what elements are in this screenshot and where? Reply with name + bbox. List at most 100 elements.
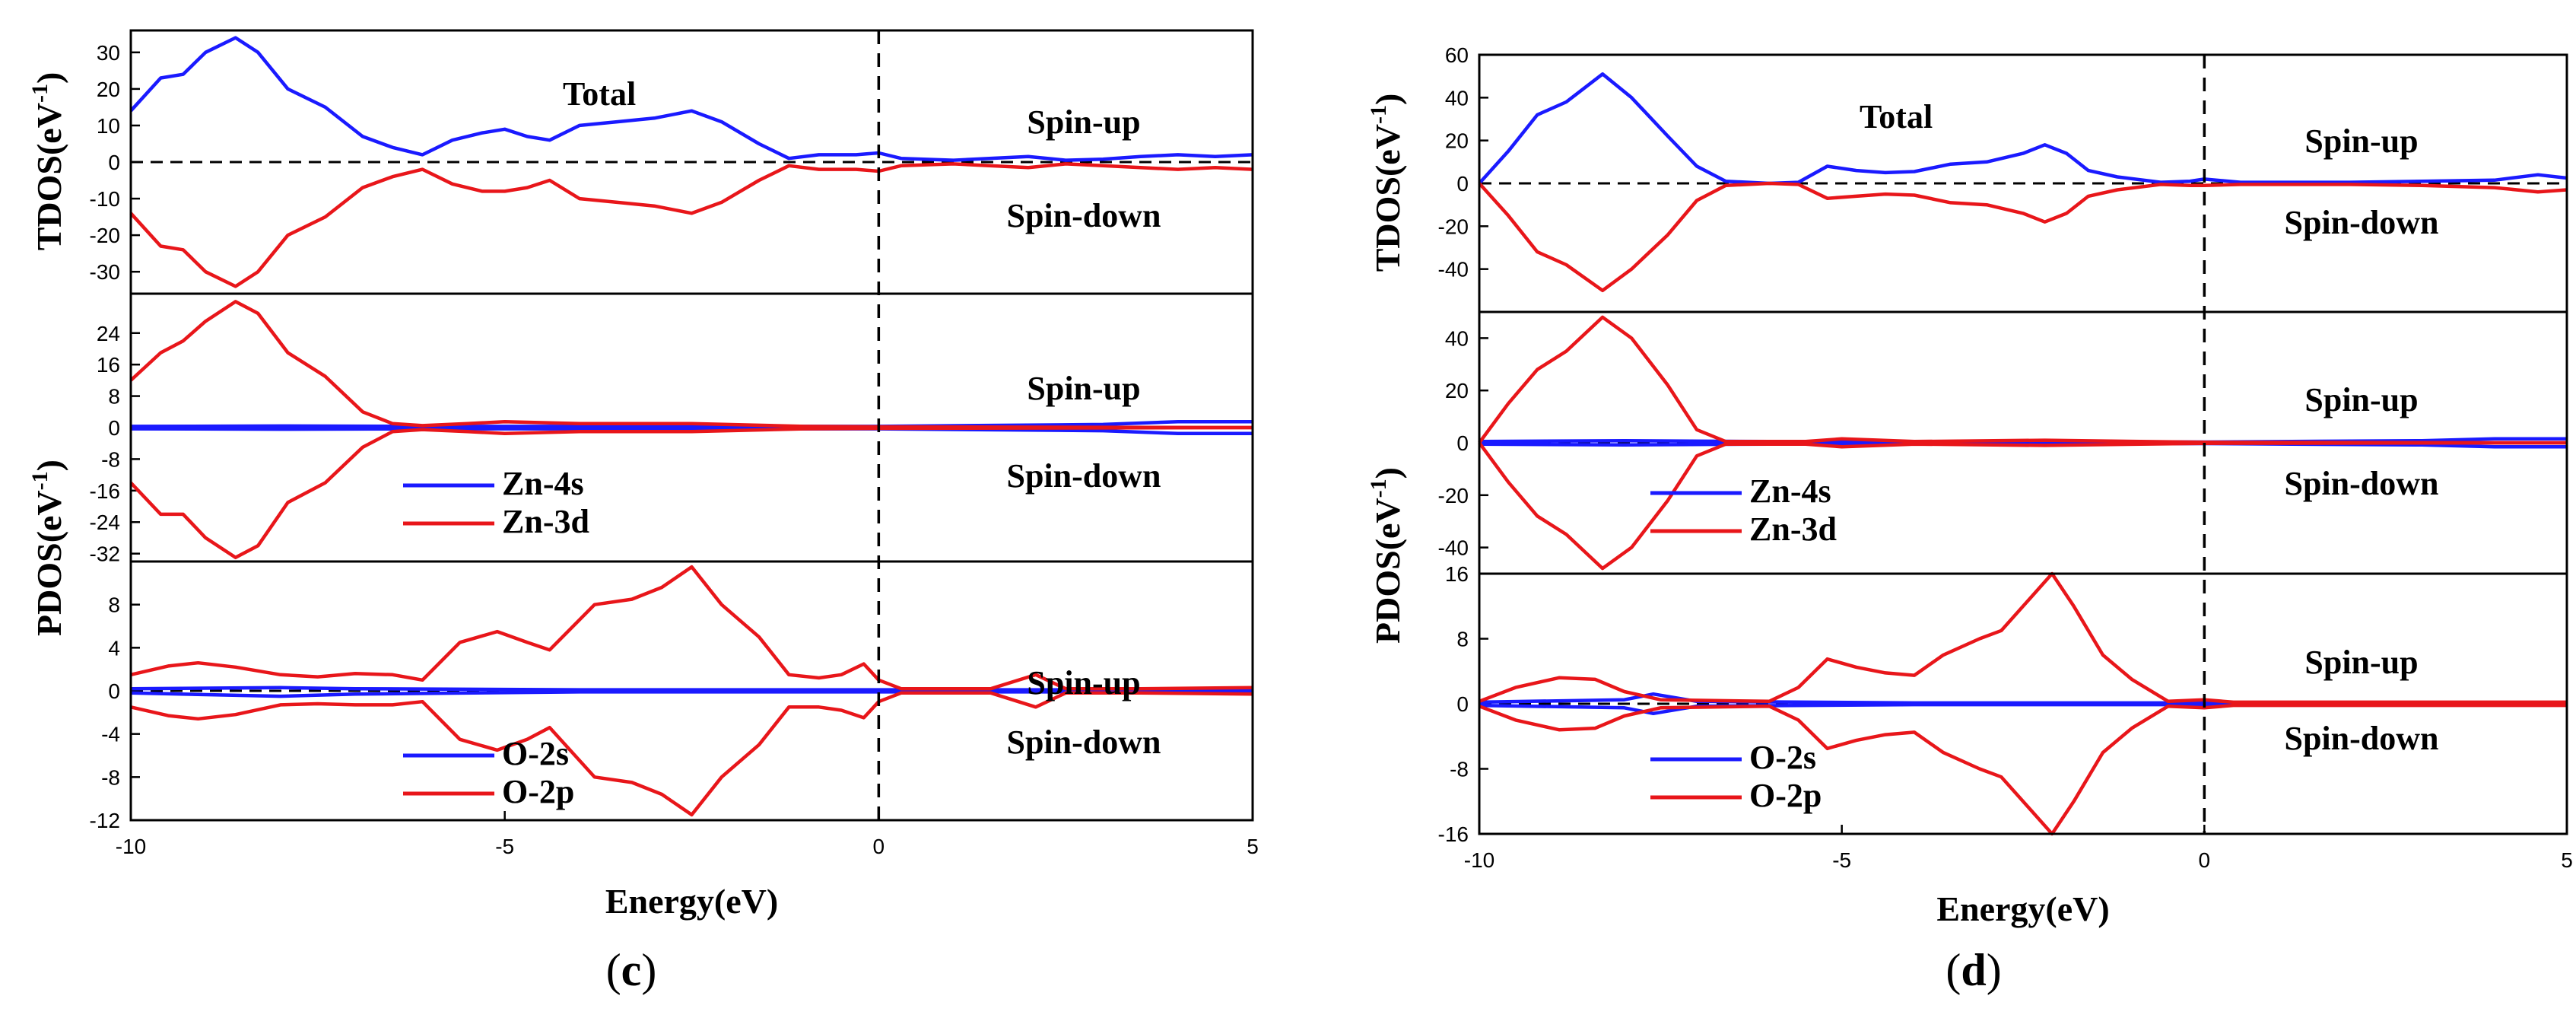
y-tick-label: -20 [90, 224, 120, 247]
series-line-o-2p-spin-down [130, 691, 1253, 817]
caption-open: ( [1945, 945, 1961, 995]
legend-label: Zn-3d [1749, 511, 1837, 548]
y-tick-label: 0 [108, 679, 120, 703]
annotation-spin-up: Spin-up [2304, 122, 2418, 160]
series-line-total-spin-up [129, 36, 1253, 162]
annotation-spin-up: Spin-up [1027, 370, 1140, 407]
panel-caption: (d) [1945, 945, 2001, 995]
chart-c: -30-20-100102030TotalSpin-upSpin-down-32… [27, 29, 1259, 995]
y-tick-label: -30 [90, 260, 120, 284]
series-line-zn-3d-spin-down [1478, 441, 2568, 571]
y-tick-label: 4 [108, 636, 120, 660]
annotation-spin-down: Spin-down [2284, 465, 2438, 502]
caption-letter: c [621, 945, 642, 995]
y-tick-label: -20 [1438, 215, 1469, 238]
y-tick-label: 0 [108, 151, 120, 174]
y-axis-label-pdos-close: ) [1368, 467, 1407, 479]
y-tick-label: 16 [97, 353, 120, 377]
y-axis-label-tdos-text: TDOS(eV [30, 103, 68, 250]
series-line-zn-4s-spin-up [130, 419, 1253, 428]
y-tick-label: 8 [108, 593, 120, 617]
panel-caption: (c) [606, 945, 657, 995]
x-tick-label: 5 [2561, 848, 2573, 872]
y-tick-label: -24 [90, 511, 120, 534]
legend-label: O-2s [502, 735, 569, 772]
caption-letter: d [1961, 945, 1986, 995]
series-line-o-2p-spin-up [130, 565, 1253, 691]
y-axis-label-tdos: TDOS(eV-1) [1366, 94, 1407, 272]
x-axis-label: Energy(eV) [1936, 889, 2109, 928]
y-axis-label-pdos: PDOS(eV-1) [1366, 467, 1407, 644]
y-axis-label-tdos-text: TDOS(eV [1368, 124, 1407, 272]
y-tick-label: -12 [90, 809, 120, 832]
x-axis-label: Energy(eV) [605, 882, 778, 921]
y-tick-label: 10 [97, 114, 120, 138]
y-tick-label: -32 [90, 542, 120, 566]
y-tick-label: -10 [90, 187, 120, 211]
chart-d: -40 -20 0 20 40 60 Total Spin-up Spin-down -40 -20… [1366, 43, 2573, 995]
x-tick-label: 0 [2199, 848, 2211, 872]
y-tick-label: -16 [90, 479, 120, 503]
y-tick-label: -4 [101, 723, 120, 746]
y-tick-label: 16 [1445, 562, 1469, 586]
y-tick-label: 20 [1445, 379, 1469, 402]
y-tick-label: -16 [1438, 822, 1469, 846]
y-axis-label-pdos-text: PDOS(eV [30, 490, 68, 636]
x-tick-label: -5 [1832, 848, 1851, 872]
series-line-total-spin-down [1478, 181, 2568, 293]
panel-pdos-o: -12 -8 -4 0 4 8 Spin-up Spin-down O-2sO-2p [90, 560, 1254, 832]
legend-label: Zn-4s [1749, 472, 1831, 510]
annotation-spin-up: Spin-up [2304, 381, 2418, 418]
y-tick-label: 40 [1445, 86, 1469, 110]
caption-open: ( [606, 945, 621, 995]
panel-pdos-zn: -32 -24 -16 -8 0 8 16 24 Spin-up Spin-down Zn-4sZn… [90, 292, 1254, 566]
legend-label: O-2p [502, 773, 574, 810]
y-axis-label-tdos-superscript: -1 [1366, 105, 1391, 124]
y-tick-label: -40 [1438, 536, 1469, 560]
annotation-spin-down: Spin-down [1006, 724, 1161, 761]
legend-label: O-2p [1749, 777, 1822, 814]
y-tick-label: 20 [1445, 129, 1469, 153]
annotation-spin-down: Spin-down [1006, 457, 1161, 495]
y-tick-label: -20 [1438, 484, 1469, 507]
annotation-title: Total [563, 75, 636, 113]
legend-label: Zn-3d [502, 503, 589, 540]
panel-tdos: -30 -20 -10 0 10 20 30 Total Spin-up Spin-down [90, 29, 1254, 295]
y-axis-label-tdos-close: ) [1368, 94, 1407, 105]
y-tick-label: -8 [1450, 758, 1469, 781]
annotation-title: Total [1860, 98, 1933, 135]
y-axis-label-pdos-close: ) [30, 460, 68, 471]
y-tick-label: -8 [101, 765, 120, 789]
x-tick-label: -5 [495, 835, 514, 858]
y-tick-label: 8 [108, 385, 120, 409]
caption-close: ) [1987, 945, 2002, 995]
y-tick-label: 60 [1445, 43, 1469, 67]
y-tick-label: 0 [108, 416, 120, 440]
x-tick-label: 0 [873, 835, 885, 858]
annotation-spin-down: Spin-down [2284, 204, 2438, 241]
y-axis-label-pdos-superscript: -1 [27, 471, 52, 490]
y-axis-label-pdos-superscript: -1 [1366, 479, 1391, 498]
legend-label: O-2s [1749, 739, 1816, 776]
legend: O-2sO-2p [403, 735, 574, 810]
series-line-total-spin-up [1478, 72, 2568, 186]
panel-pdos-o: -16 -8 0 8 16 Spin-up Spin-down O-2sO-2p [1438, 562, 2568, 846]
panel-frame [1478, 572, 2568, 835]
series-line-zn-3d-spin-up [129, 300, 1253, 430]
y-tick-label: 0 [1456, 431, 1469, 455]
series-line-zn-3d-spin-down [129, 425, 1253, 560]
annotation-spin-up: Spin-up [1027, 664, 1140, 701]
y-tick-label: 0 [1456, 692, 1469, 716]
annotation-spin-down: Spin-down [2284, 720, 2438, 757]
x-tick-label: -10 [1464, 848, 1494, 872]
y-axis-label-tdos: TDOS(eV-1) [27, 72, 68, 251]
annotation-spin-up: Spin-up [2304, 644, 2418, 681]
annotation-spin-up: Spin-up [1027, 103, 1140, 141]
series-line-zn-3d-spin-up [1478, 315, 2568, 445]
y-tick-label: 0 [1456, 172, 1469, 196]
y-tick-label: 24 [97, 322, 120, 345]
y-tick-label: -8 [101, 447, 120, 471]
y-tick-label: 40 [1445, 326, 1469, 350]
